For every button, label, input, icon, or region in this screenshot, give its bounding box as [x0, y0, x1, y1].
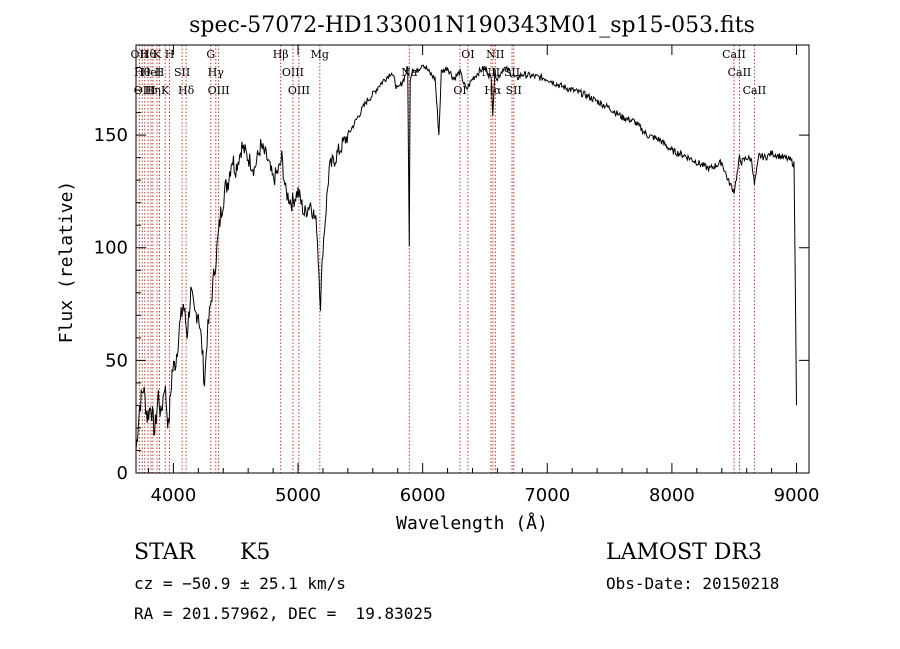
- line-label: G: [206, 48, 215, 61]
- y-tick-label: 150: [94, 125, 128, 146]
- line-label: OII: [131, 48, 149, 61]
- x-axis-ticks: 4000 5000 6000 7000 8000 9000: [147, 45, 820, 506]
- line-label: SII: [506, 84, 522, 97]
- x-tick-label: 4000: [150, 485, 196, 506]
- line-label: Hθ: [140, 48, 157, 61]
- line-label: CaII: [743, 84, 767, 97]
- observation-date: Obs-Date: 20150218: [606, 574, 780, 593]
- line-label: OIII: [288, 84, 310, 97]
- y-tick-label: 50: [105, 350, 128, 371]
- line-label: OIII: [282, 66, 304, 79]
- line-label: Hθ: [134, 66, 151, 79]
- line-label: OIII: [208, 84, 230, 97]
- line-label: SII: [174, 66, 190, 79]
- x-tick-label: 7000: [524, 485, 570, 506]
- x-tick-label: 8000: [649, 485, 695, 506]
- y-tick-label: 0: [117, 463, 128, 484]
- y-axis-ticks: 0 50 100 150: [94, 67, 809, 484]
- line-label: OI: [453, 84, 466, 97]
- line-label: NII: [486, 48, 504, 61]
- line-label: H: [165, 48, 175, 61]
- line-label: Hδ: [178, 84, 195, 97]
- x-axis-label: Wavelength (Å): [396, 512, 548, 534]
- line-label: OI: [461, 48, 474, 61]
- line-label: CaII: [722, 48, 746, 61]
- line-label: K: [161, 84, 170, 97]
- object-subclass: K5: [240, 540, 271, 565]
- x-tick-label: 5000: [275, 485, 321, 506]
- spectral-line-labels: OIIHθOIIIHθHeIHηKHKHSIIHδGHγOIIIHβOIIIOI…: [131, 48, 767, 97]
- line-label: OIII: [134, 84, 156, 97]
- chart-title: spec-57072-HD133001N190343M01_sp15-053.f…: [189, 13, 755, 38]
- spectral-line-markers: [138, 45, 755, 473]
- line-label: CaII: [728, 66, 752, 79]
- line-label: HeI: [141, 66, 161, 79]
- x-tick-label: 9000: [774, 485, 820, 506]
- line-label: Hα: [484, 84, 502, 97]
- line-label: K: [153, 48, 162, 61]
- y-tick-label: 100: [94, 238, 128, 259]
- y-axis-label: Flux (relative): [56, 181, 77, 344]
- coordinates: RA = 201.57962, DEC = 19.83025: [134, 604, 433, 623]
- line-label: Na: [401, 66, 418, 79]
- plot-frame: [135, 44, 810, 474]
- line-label: Mg: [311, 48, 329, 61]
- line-label: Hη: [145, 84, 161, 97]
- x-tick-label: 6000: [400, 485, 446, 506]
- line-label: H: [155, 66, 165, 79]
- flux-series-line: [135, 64, 797, 451]
- line-label: Hγ: [208, 66, 225, 79]
- object-class: STAR: [134, 540, 195, 565]
- survey-name: LAMOST DR3: [606, 540, 762, 565]
- line-label: Hβ: [273, 48, 289, 61]
- redshift-cz: cz = −50.9 ± 25.1 km/s: [134, 574, 346, 593]
